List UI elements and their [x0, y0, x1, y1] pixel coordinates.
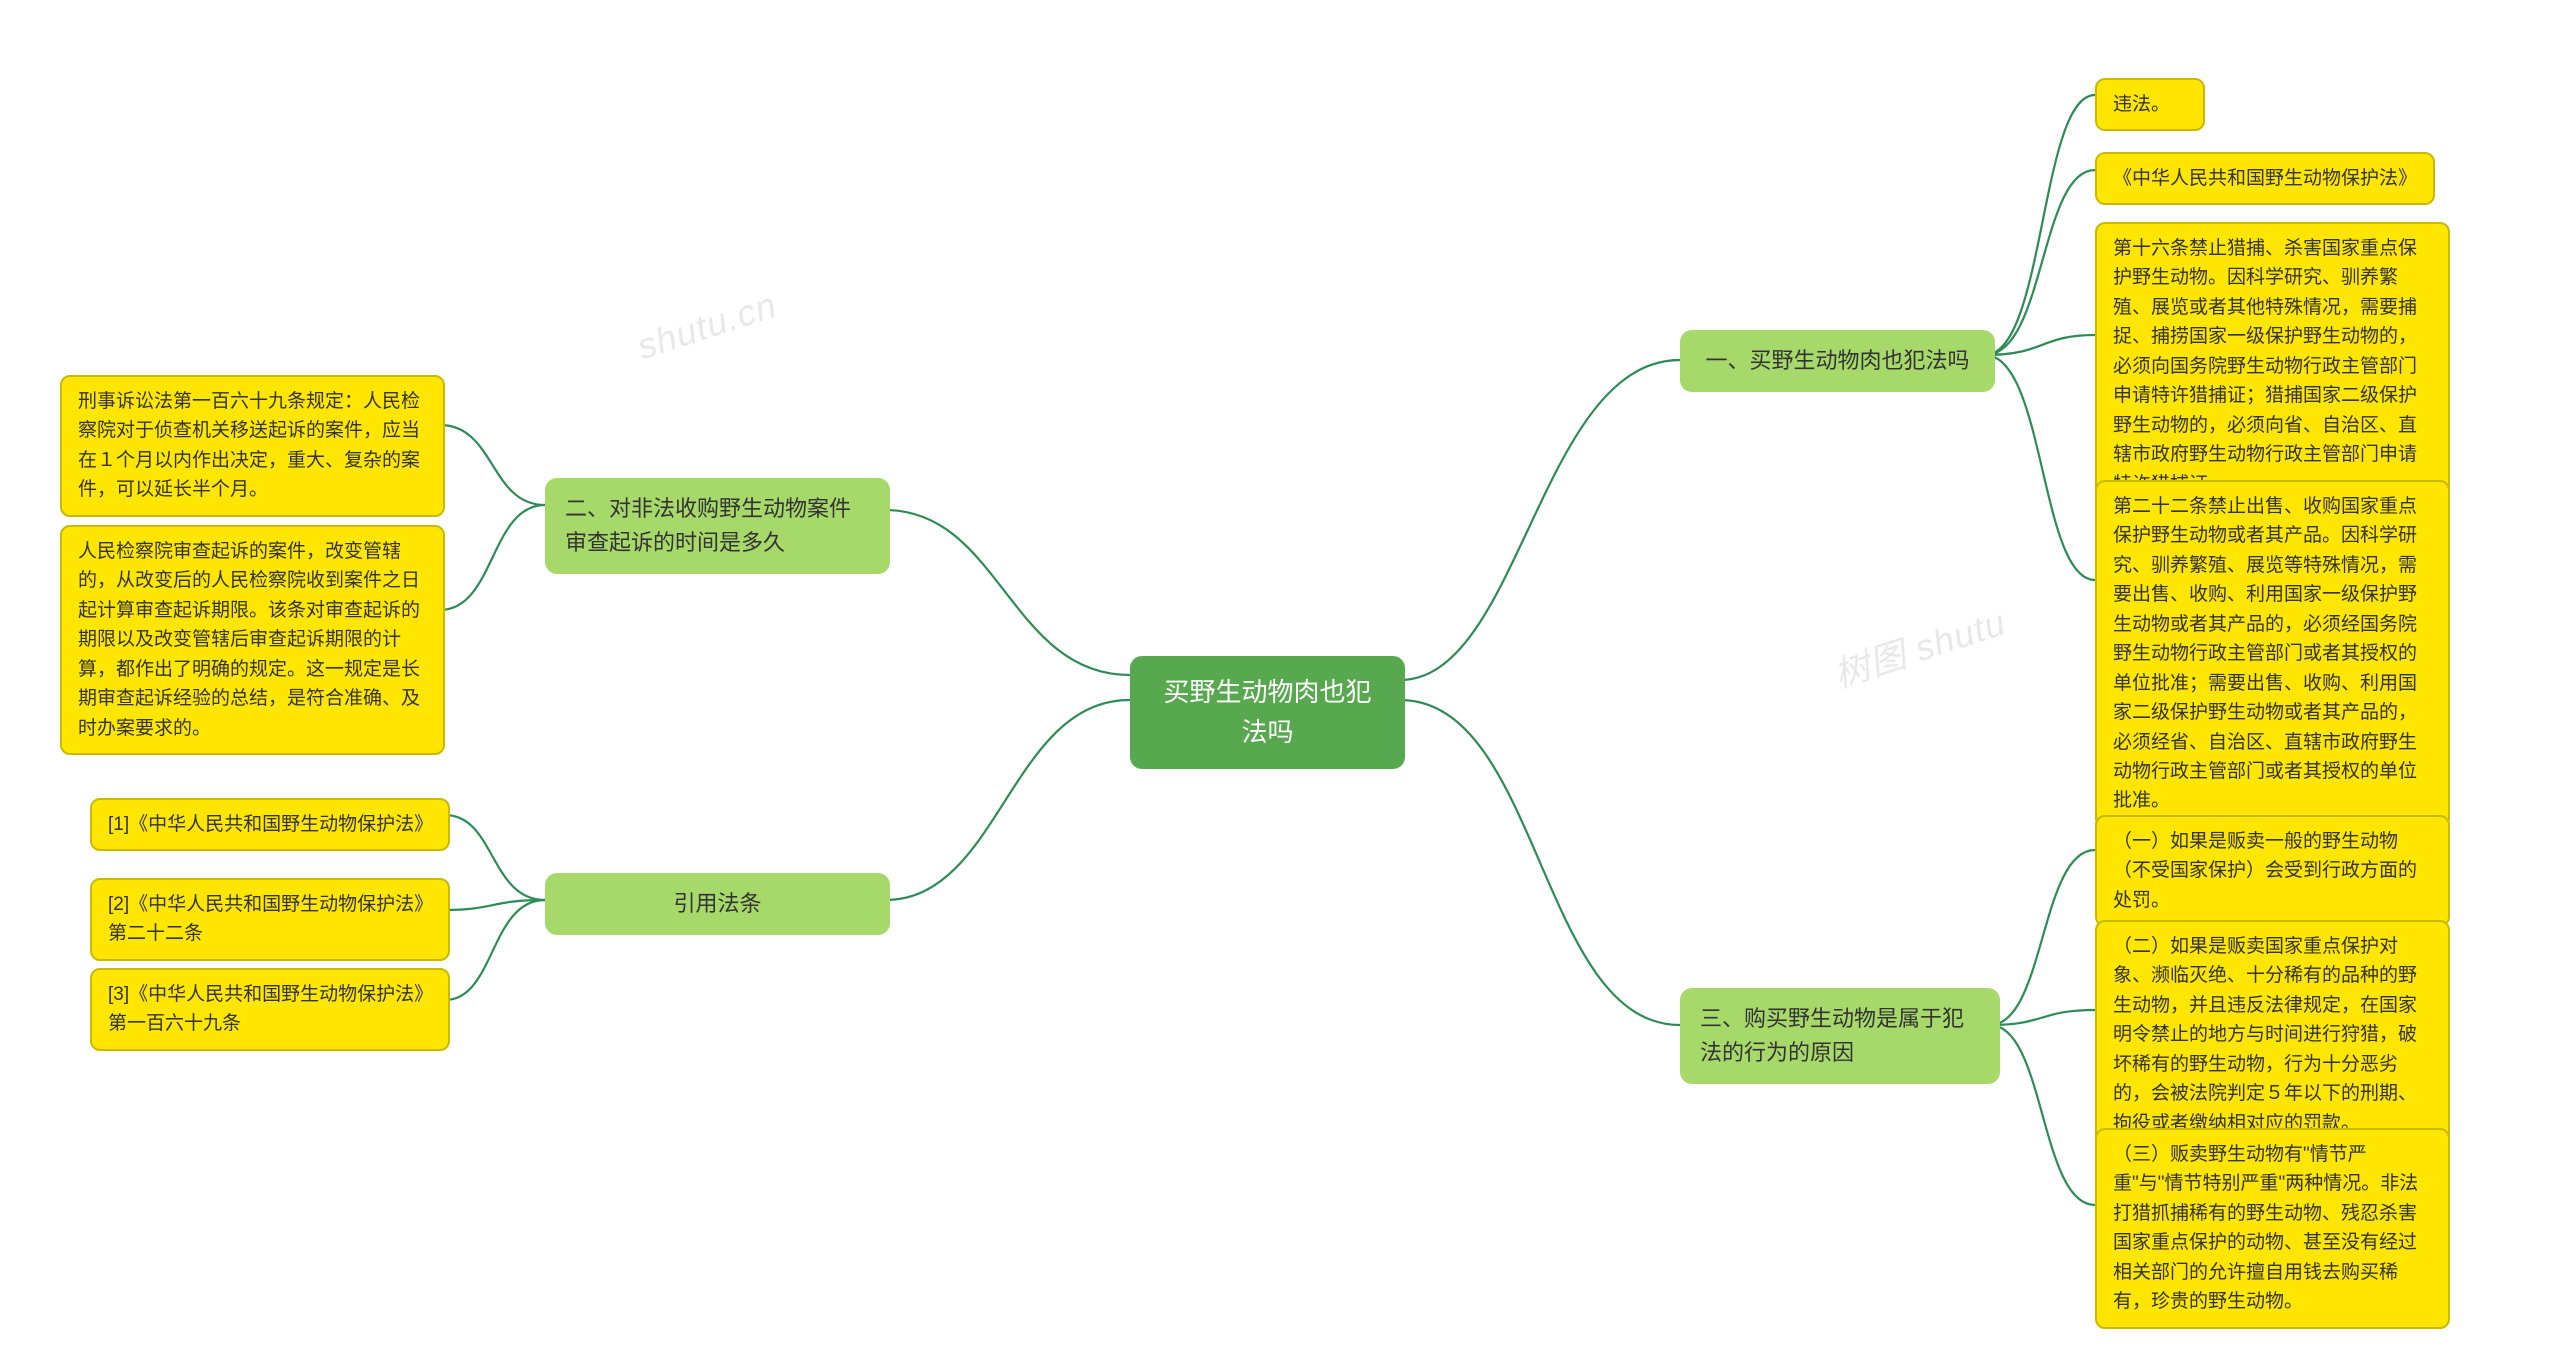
branch-3[interactable]: 三、购买野生动物是属于犯法的行为的原因 [1680, 988, 2000, 1084]
leaf-1-3[interactable]: 第十六条禁止猎捕、杀害国家重点保护野生动物。因科学研究、驯养繁殖、展览或者其他特… [2095, 222, 2450, 511]
leaf-4-1[interactable]: [1]《中华人民共和国野生动物保护法》 [90, 798, 450, 851]
leaf-2-1[interactable]: 刑事诉讼法第一百六十九条规定：人民检察院对于侦查机关移送起诉的案件，应当在１个月… [60, 375, 445, 517]
leaf-1-1[interactable]: 违法。 [2095, 78, 2205, 131]
leaf-3-2[interactable]: （二）如果是贩卖国家重点保护对象、濒临灭绝、十分稀有的品种的野生动物，并且违反法… [2095, 920, 2450, 1150]
leaf-1-4[interactable]: 第二十二条禁止出售、收购国家重点保护野生动物或者其产品。因科学研究、驯养繁殖、展… [2095, 480, 2450, 828]
branch-2[interactable]: 二、对非法收购野生动物案件审查起诉的时间是多久 [545, 478, 890, 574]
leaf-1-2[interactable]: 《中华人民共和国野生动物保护法》 [2095, 152, 2435, 205]
branch-1[interactable]: 一、买野生动物肉也犯法吗 [1680, 330, 1995, 392]
watermark: 树图 shutu [1826, 594, 2011, 698]
watermark: shutu.cn [632, 284, 782, 368]
leaf-4-3[interactable]: [3]《中华人民共和国野生动物保护法》第一百六十九条 [90, 968, 450, 1051]
leaf-4-2[interactable]: [2]《中华人民共和国野生动物保护法》第二十二条 [90, 878, 450, 961]
leaf-3-3[interactable]: （三）贩卖野生动物有"情节严重"与"情节特别严重"两种情况。非法打猎抓捕稀有的野… [2095, 1128, 2450, 1329]
branch-4[interactable]: 引用法条 [545, 873, 890, 935]
root-node[interactable]: 买野生动物肉也犯法吗 [1130, 656, 1405, 769]
leaf-2-2[interactable]: 人民检察院审查起诉的案件，改变管辖的，从改变后的人民检察院收到案件之日起计算审查… [60, 525, 445, 755]
leaf-3-1[interactable]: （一）如果是贩卖一般的野生动物（不受国家保护）会受到行政方面的处罚。 [2095, 815, 2450, 927]
